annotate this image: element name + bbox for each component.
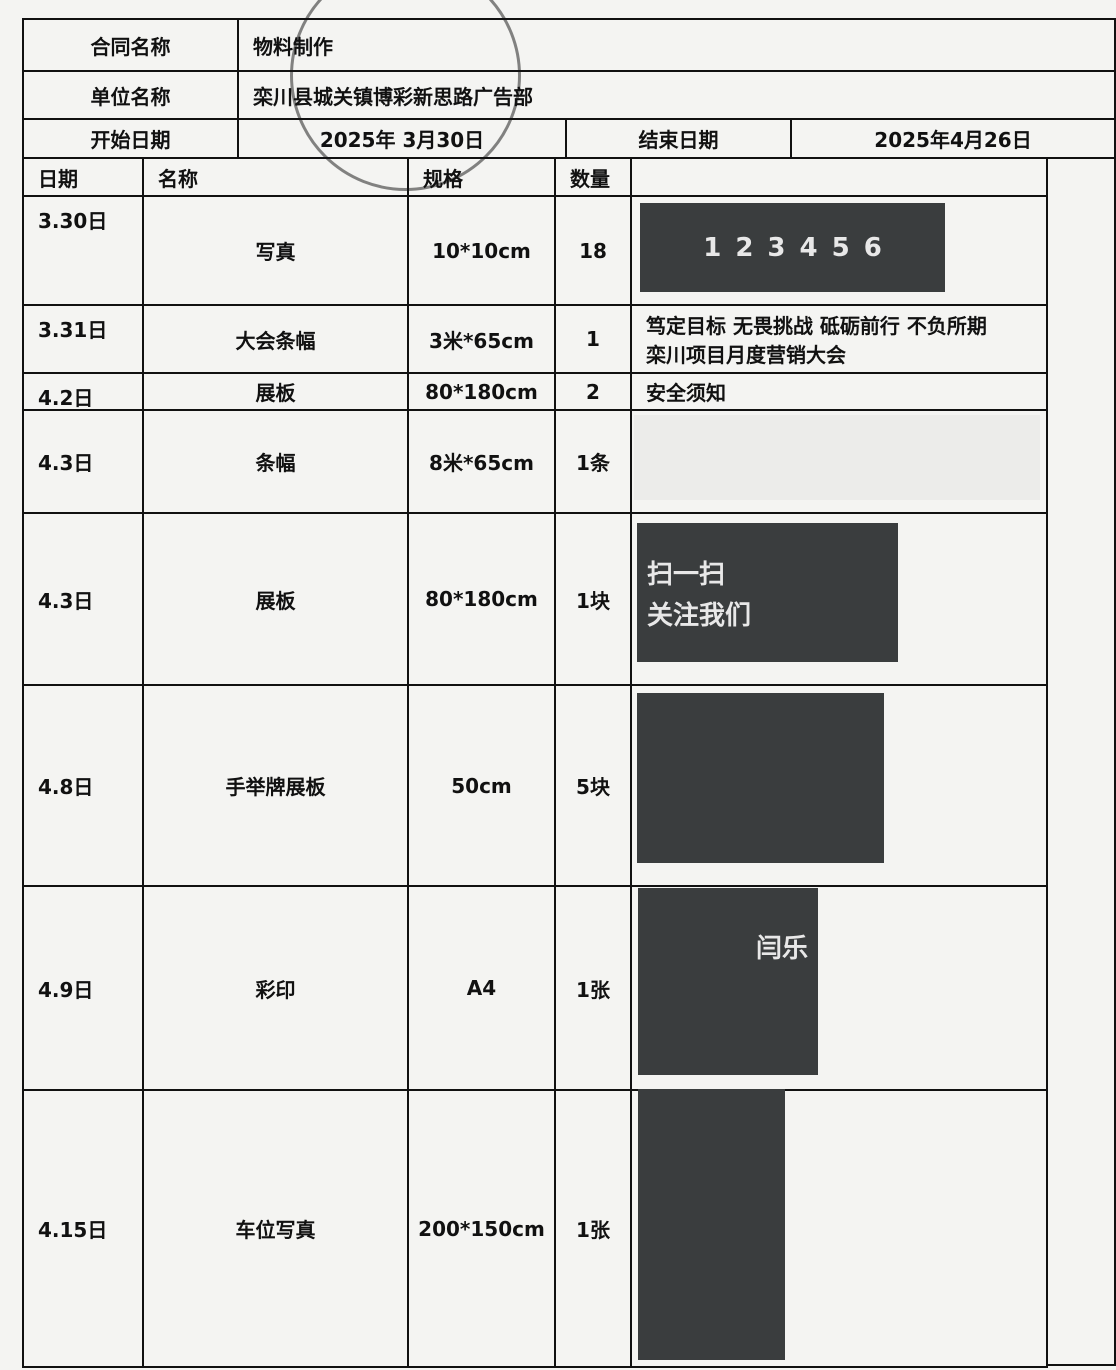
spec-cell: 50cm [407, 684, 556, 887]
value-cell: 2025年 3月30日 [237, 118, 567, 159]
qty-cell: 1条 [554, 409, 632, 514]
spec-cell: 80*180cm [407, 512, 556, 686]
image: 闫乐 [638, 888, 818, 1075]
image-text: 1 [703, 232, 722, 263]
spec-cell: 3米*65cm [407, 304, 556, 374]
image-text: 2 [735, 232, 754, 263]
image-text: 4 [799, 232, 818, 263]
name-cell: 条幅 [142, 409, 409, 514]
spec-cell: 80*180cm [407, 372, 556, 411]
value-cell: 物料制作 [237, 18, 1116, 72]
date-cell: 4.3日 [22, 512, 144, 686]
column-header: 规格 [407, 157, 556, 197]
image-text: 5 [831, 232, 850, 263]
label-cell: 单位名称 [22, 70, 239, 120]
column-header: 数量 [554, 157, 632, 197]
label-cell: 结束日期 [565, 118, 792, 159]
content-cell [630, 1089, 1048, 1368]
spec-cell: A4 [407, 885, 556, 1091]
value-cell: 2025年4月26日 [790, 118, 1116, 159]
name-cell: 彩印 [142, 885, 409, 1091]
label-cell: 合同名称 [22, 18, 239, 72]
image [637, 693, 884, 863]
qty-cell: 2 [554, 372, 632, 411]
qty-cell: 1 [554, 304, 632, 374]
column-header: 日期 [22, 157, 144, 197]
spec-cell: 10*10cm [407, 195, 556, 306]
image-text: 关注我们 [647, 600, 752, 631]
qty-cell: 1块 [554, 512, 632, 686]
date-cell: 4.3日 [22, 409, 144, 514]
date-cell: 4.2日 [22, 372, 144, 411]
date-cell: 4.15日 [22, 1089, 144, 1368]
date-cell: 4.9日 [22, 885, 144, 1091]
content-cell: 笃定目标 无畏挑战 砥砺前行 不负所期 栾川项目月度营销大会 [630, 304, 1048, 374]
content-text: 安全须知 [646, 381, 726, 405]
column-header: 名称 [142, 157, 409, 197]
name-cell: 展板 [142, 512, 409, 686]
spec-cell: 200*150cm [407, 1089, 556, 1368]
date-cell: 3.30日 [22, 195, 144, 306]
spec-cell: 8米*65cm [407, 409, 556, 514]
image-text: 6 [863, 232, 882, 263]
margin-cell [1046, 157, 1116, 1366]
name-cell: 写真 [142, 195, 409, 306]
qty-cell: 5块 [554, 684, 632, 887]
value-cell: 栾川县城关镇博彩新思路广告部 [237, 70, 1116, 120]
qty-cell: 1张 [554, 885, 632, 1091]
name-cell: 大会条幅 [142, 304, 409, 374]
date-cell: 4.8日 [22, 684, 144, 887]
image: 扫一扫 关注我们 [637, 523, 898, 662]
image-text: 3 [767, 232, 786, 263]
qty-cell: 18 [554, 195, 632, 306]
image-text: 扫一扫 [647, 559, 726, 590]
content-text: 笃定目标 无畏挑战 砥砺前行 不负所期 [646, 314, 987, 338]
name-cell: 手举牌展板 [142, 684, 409, 887]
qty-cell: 1张 [554, 1089, 632, 1368]
label-cell: 开始日期 [22, 118, 239, 159]
name-cell: 车位写真 [142, 1089, 409, 1368]
image [634, 415, 1040, 500]
content-text: 栾川项目月度营销大会 [646, 343, 846, 367]
image [638, 1089, 785, 1360]
name-cell: 展板 [142, 372, 409, 411]
column-header [630, 157, 1048, 197]
image-text: 闫乐 [755, 934, 808, 964]
content-cell: 安全须知 [630, 372, 1048, 411]
date-cell: 3.31日 [22, 304, 144, 374]
